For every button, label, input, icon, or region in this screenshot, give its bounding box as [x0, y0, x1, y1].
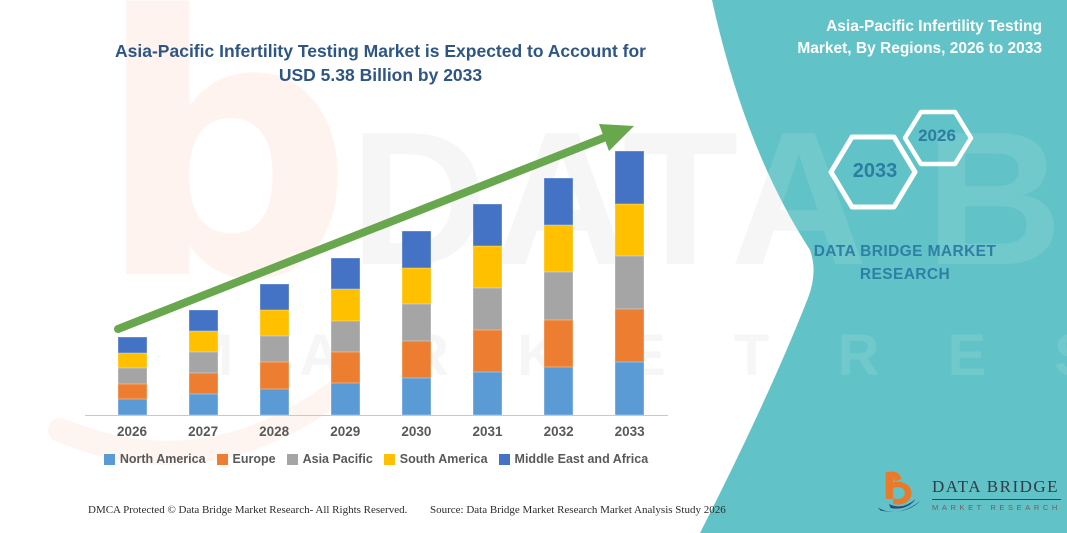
x-axis-label-2028: 2028	[259, 424, 290, 439]
bar-segment-asia-pacific	[259, 335, 289, 363]
stacked-bar-2029	[330, 258, 360, 415]
bar-segment-south-america	[615, 203, 645, 257]
x-axis-label-2032: 2032	[543, 424, 574, 439]
teal-panel-shape	[700, 0, 1067, 533]
bar-segment-europe	[117, 383, 147, 400]
hexagon-small-icon	[902, 109, 974, 167]
bar-segment-asia-pacific	[473, 287, 502, 330]
side-panel-brand-text: DATA BRIDGE MARKET RESEARCH	[813, 243, 997, 284]
footer-dmca-text: DMCA Protected © Data Bridge Market Rese…	[88, 504, 408, 516]
bar-segment-europe	[188, 372, 218, 394]
stacked-bar-2027	[188, 310, 218, 415]
bar-segment-europe	[259, 362, 289, 389]
bar-segment-europe	[544, 319, 574, 368]
bar-segment-north-america	[259, 388, 289, 415]
stacked-bar-2030	[401, 231, 431, 415]
bar-segment-europe	[615, 308, 645, 362]
x-axis-label-2026: 2026	[116, 424, 148, 439]
stacked-bar-2032	[544, 178, 574, 415]
bar-segment-north-america	[188, 393, 218, 415]
chart-legend: North America Europe Asia Pacific South Ame…	[80, 452, 672, 466]
hexagon-large-label: 2033	[852, 160, 898, 182]
bar-segment-asia-pacific	[615, 256, 645, 309]
bar-segment-north-america	[544, 367, 574, 415]
chart-title-line2: USD 5.38 Billion by 2033	[278, 64, 483, 85]
chart-title-line1: Asia-Pacific Infertility Testing Market …	[115, 41, 646, 61]
bar-segment-south-america	[188, 330, 218, 352]
bar-segment-north-america	[401, 377, 431, 415]
logo-text-block: DATA BRIDGE MARKET RESEARCH	[932, 477, 1061, 512]
data-bridge-logo: DATA BRIDGE MARKET RESEARCH	[874, 468, 1061, 520]
footer-source-text: Source: Data Bridge Market Research Mark…	[430, 504, 726, 516]
stacked-bar-2033	[615, 151, 645, 415]
x-axis-label-2029: 2029	[330, 424, 361, 439]
legend-item-asia-pacific: Asia Pacific	[286, 452, 373, 466]
bar-segment-north-america	[330, 383, 360, 415]
bar-segment-asia-pacific	[117, 368, 147, 384]
hexagon-large-icon	[828, 134, 918, 210]
side-panel-title-line1: Asia-Pacific Infertility Testing	[826, 18, 1042, 35]
bar-segment-north-america	[117, 399, 147, 415]
bar-segment-south-america	[259, 309, 289, 336]
x-axis-label-2030: 2030	[401, 424, 432, 439]
bar-segment-europe	[330, 351, 360, 384]
legend-swatch-icon	[103, 453, 115, 465]
bar-segment-middle-east-and-africa	[330, 258, 360, 290]
bar-segment-middle-east-and-africa	[473, 204, 502, 246]
legend-label: Europe	[232, 452, 276, 466]
bar-segment-middle-east-and-africa	[117, 337, 147, 353]
bar-segment-middle-east-and-africa	[259, 284, 289, 310]
bar-segment-europe	[473, 329, 502, 373]
bar-segment-south-america	[117, 352, 147, 369]
bar-segment-middle-east-and-africa	[188, 310, 218, 331]
legend-item-europe: Europe	[216, 452, 276, 466]
x-axis-label-2027: 2027	[188, 424, 219, 439]
logo-name: DATA BRIDGE	[932, 477, 1061, 500]
stacked-bar-2031	[473, 204, 502, 415]
bar-segment-middle-east-and-africa	[401, 231, 431, 268]
bar-segment-europe	[401, 341, 431, 378]
hexagon-small-label: 2026	[918, 126, 956, 145]
chart-title: Asia-Pacific Infertility Testing Market …	[58, 40, 703, 87]
bar-segment-asia-pacific	[401, 304, 431, 342]
bar-segment-asia-pacific	[330, 320, 360, 352]
stacked-bar-2028	[259, 284, 289, 415]
x-axis-label-2033: 2033	[614, 424, 645, 439]
bar-segment-asia-pacific	[544, 272, 574, 320]
legend-label: North America	[119, 452, 206, 466]
stacked-bar-2026	[117, 337, 147, 415]
side-panel-title: Asia-Pacific Infertility Testing Market,…	[712, 16, 1042, 61]
bar-segment-south-america	[401, 267, 431, 305]
legend-label: Middle East and Africa	[514, 452, 649, 466]
bar-segment-middle-east-and-africa	[544, 178, 574, 226]
x-axis-label-2031: 2031	[472, 424, 503, 439]
bar-segment-south-america	[330, 289, 360, 321]
bar-segment-asia-pacific	[188, 351, 218, 373]
legend-label: Asia Pacific	[302, 452, 373, 466]
bar-segment-middle-east-and-africa	[615, 151, 645, 204]
hexagon-badges	[828, 109, 974, 210]
bar-segment-south-america	[473, 245, 502, 288]
legend-swatch-icon	[383, 453, 395, 465]
bar-segment-north-america	[615, 361, 645, 415]
logo-tagline: MARKET RESEARCH	[932, 502, 1061, 512]
legend-label: South America	[399, 452, 488, 466]
legend-swatch-icon	[286, 453, 298, 465]
legend-item-middle-east-and-africa: Middle East and Africa	[498, 452, 649, 466]
legend-swatch-icon	[216, 453, 228, 465]
data-bridge-logo-icon	[877, 471, 921, 512]
bar-segment-south-america	[544, 225, 574, 273]
legend-swatch-icon	[498, 453, 510, 465]
x-axis-line	[85, 415, 668, 416]
side-panel-title-line2: Market, By Regions, 2026 to 2033	[797, 40, 1042, 58]
legend-item-north-america: North America	[103, 452, 206, 466]
legend-item-south-america: South America	[383, 452, 488, 466]
bar-segment-north-america	[473, 372, 502, 415]
